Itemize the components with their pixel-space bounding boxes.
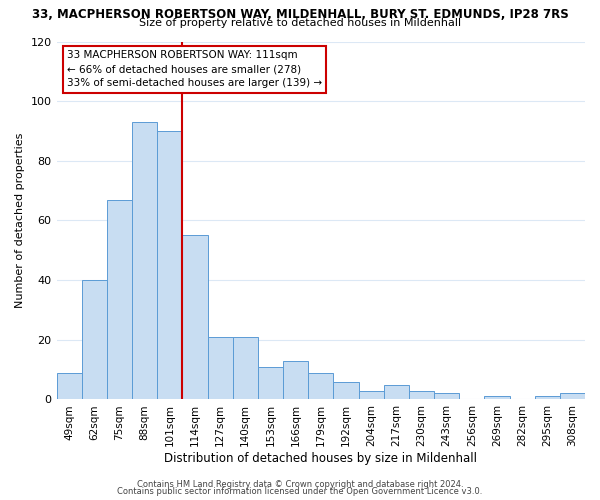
Bar — [560, 394, 585, 400]
Bar — [334, 382, 359, 400]
Bar — [283, 360, 308, 400]
Text: Contains HM Land Registry data © Crown copyright and database right 2024.: Contains HM Land Registry data © Crown c… — [137, 480, 463, 489]
Bar — [409, 390, 434, 400]
Bar — [383, 384, 409, 400]
Text: Contains public sector information licensed under the Open Government Licence v3: Contains public sector information licen… — [118, 487, 482, 496]
Bar — [308, 372, 334, 400]
Text: 33, MACPHERSON ROBERTSON WAY, MILDENHALL, BURY ST. EDMUNDS, IP28 7RS: 33, MACPHERSON ROBERTSON WAY, MILDENHALL… — [32, 8, 568, 20]
Bar — [359, 390, 383, 400]
Bar — [208, 337, 233, 400]
Bar — [107, 200, 132, 400]
X-axis label: Distribution of detached houses by size in Mildenhall: Distribution of detached houses by size … — [164, 452, 477, 465]
Bar — [56, 372, 82, 400]
Bar — [233, 337, 258, 400]
Text: 33 MACPHERSON ROBERTSON WAY: 111sqm
← 66% of detached houses are smaller (278)
3: 33 MACPHERSON ROBERTSON WAY: 111sqm ← 66… — [67, 50, 322, 88]
Text: Size of property relative to detached houses in Mildenhall: Size of property relative to detached ho… — [139, 18, 461, 28]
Y-axis label: Number of detached properties: Number of detached properties — [15, 133, 25, 308]
Bar — [434, 394, 459, 400]
Bar — [484, 396, 509, 400]
Bar — [82, 280, 107, 400]
Bar — [132, 122, 157, 400]
Bar — [258, 366, 283, 400]
Bar — [535, 396, 560, 400]
Bar — [157, 131, 182, 400]
Bar — [182, 236, 208, 400]
